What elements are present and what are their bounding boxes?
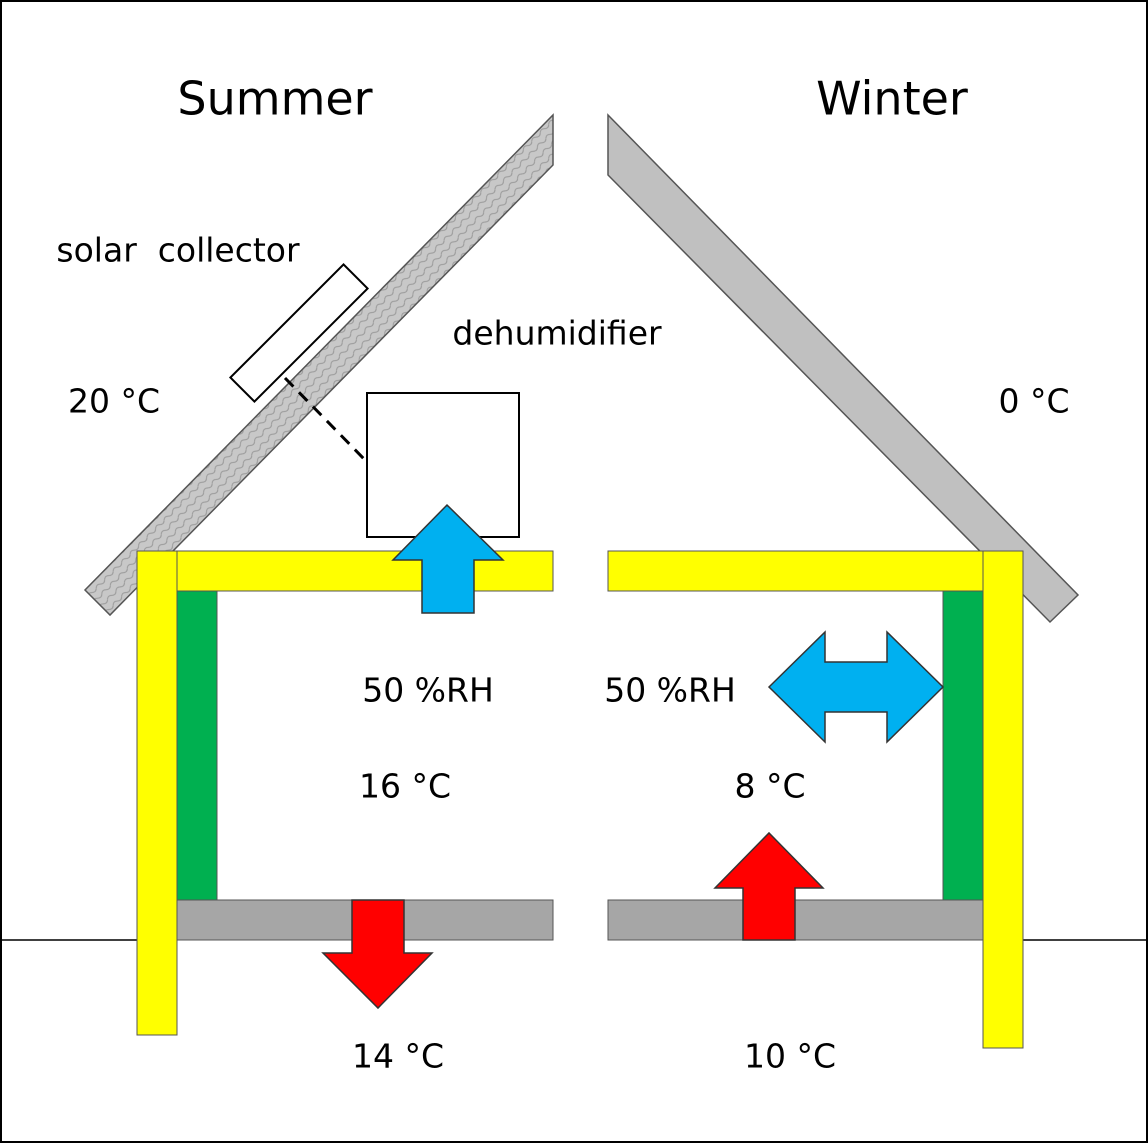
heat-arrow: [713, 831, 825, 941]
label: 0 °C: [998, 382, 1069, 421]
label: 16 °C: [359, 767, 451, 806]
insulation: [176, 590, 218, 901]
label: 8 °C: [734, 767, 805, 806]
moisture-arrow: [767, 630, 945, 744]
label: solar collector: [56, 231, 300, 270]
wall: [136, 550, 178, 1036]
label: 20 °C: [68, 382, 160, 421]
ceiling: [607, 550, 984, 592]
winter-title: Winter: [816, 72, 968, 126]
label: 50 %RH: [604, 671, 736, 710]
label: 50 %RH: [362, 671, 494, 710]
wall: [982, 550, 1024, 1049]
insulation: [942, 590, 984, 901]
summer-roof: [83, 113, 554, 617]
solar-collector: [228, 262, 370, 404]
moisture-arrow: [391, 503, 505, 614]
label: dehumidifier: [452, 314, 662, 353]
label: 10 °C: [744, 1037, 836, 1076]
winter-roof: [607, 113, 1080, 624]
heat-arrow: [321, 899, 434, 1010]
label: 14 °C: [352, 1037, 444, 1076]
summer-title: Summer: [177, 72, 372, 126]
